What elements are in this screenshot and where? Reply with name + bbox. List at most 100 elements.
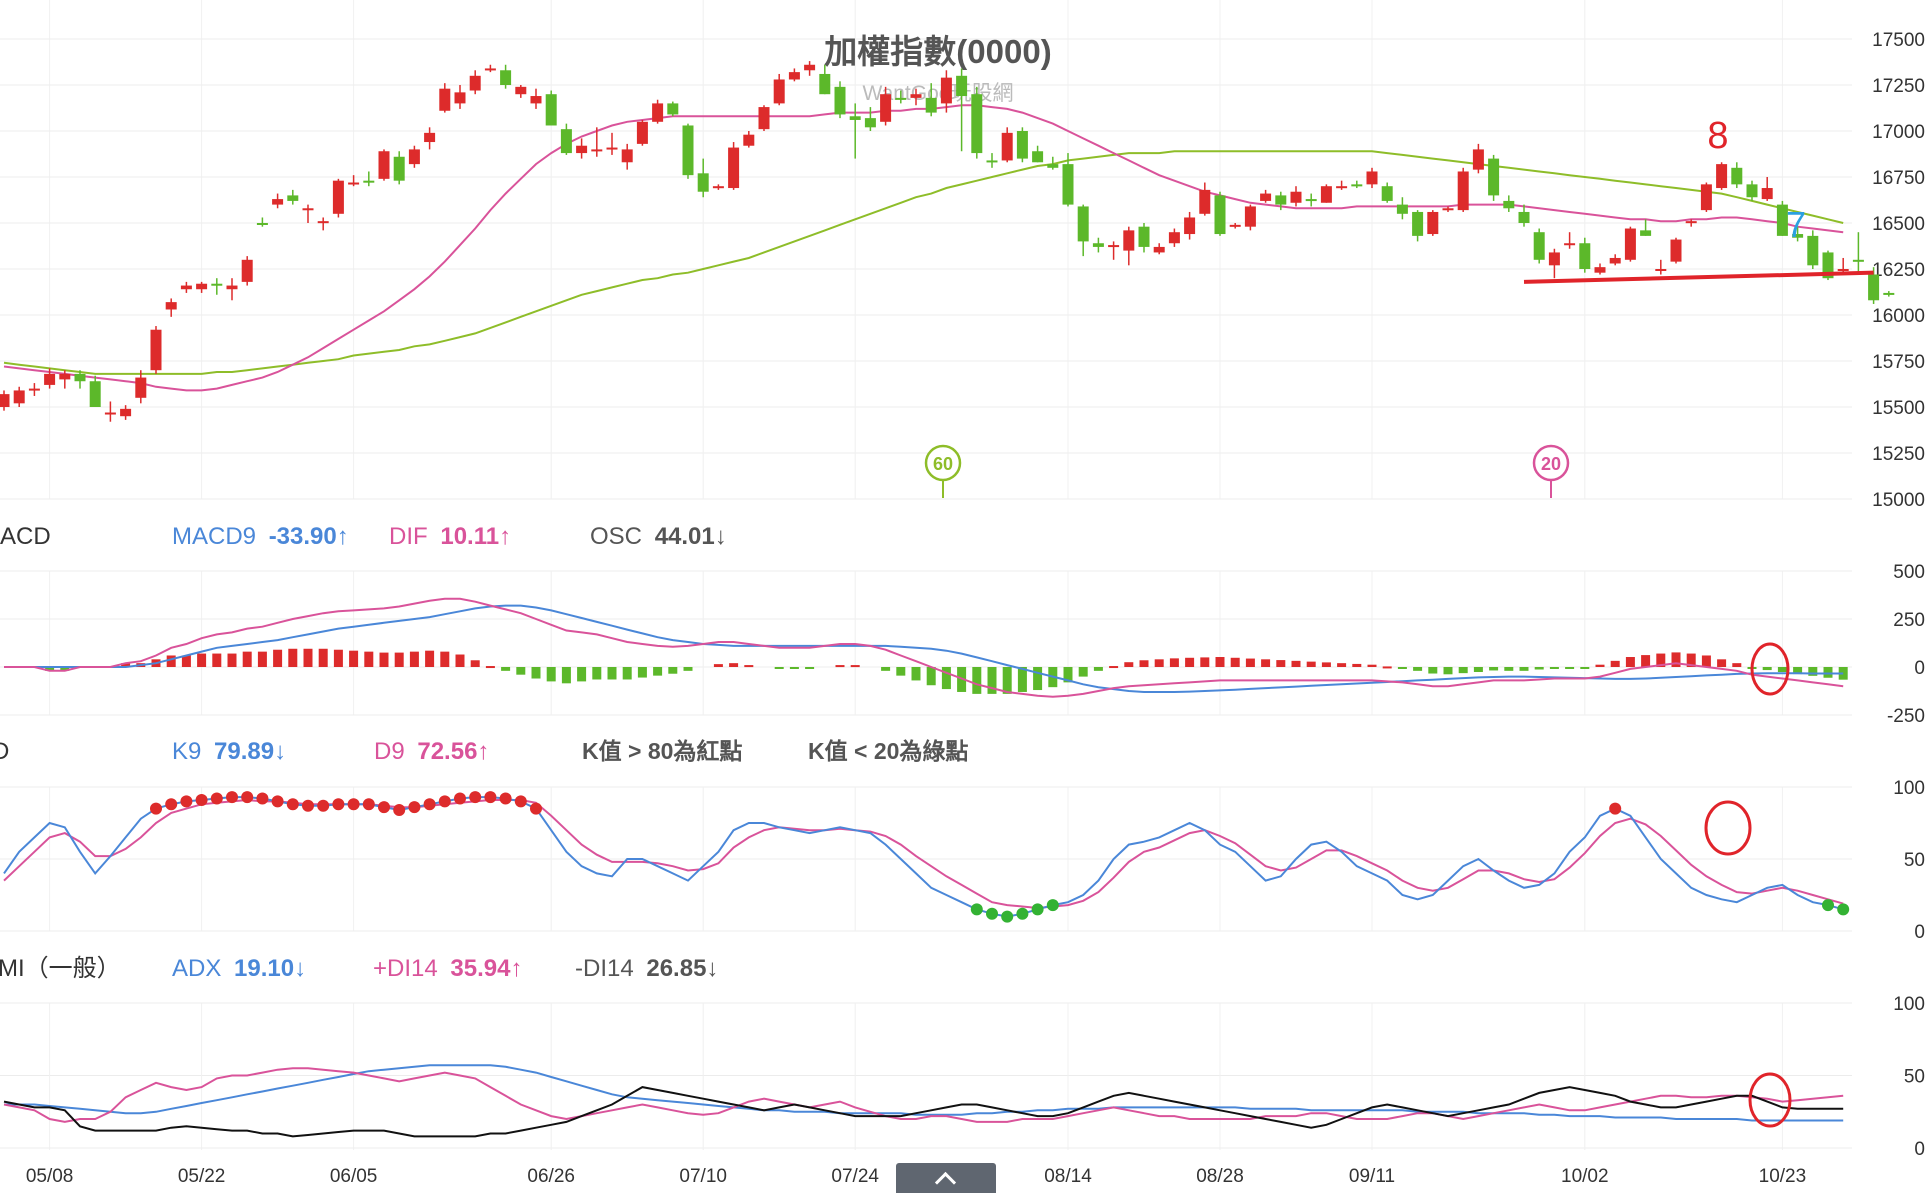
- osc-bar: [744, 665, 754, 668]
- candle: [89, 375, 101, 407]
- candle: [1548, 248, 1560, 279]
- candle: [1503, 195, 1515, 212]
- osc-label: OSC: [590, 523, 642, 550]
- y-tick-label: 17250: [1872, 76, 1925, 97]
- candle: [13, 386, 25, 407]
- osc-bar: [729, 663, 739, 667]
- candle: [697, 158, 709, 198]
- y-tick-label: 16000: [1872, 306, 1925, 327]
- osc-bar: [1109, 666, 1119, 669]
- candle: [302, 204, 314, 223]
- k-over-80-dot: [271, 795, 284, 808]
- macd-indicator-name: ACD: [0, 523, 51, 550]
- y-tick-label: 0: [1914, 922, 1925, 943]
- osc-bar: [516, 667, 526, 675]
- candle: [1396, 197, 1408, 220]
- candle: [211, 278, 223, 295]
- candle: [530, 88, 542, 109]
- osc-bar: [181, 655, 191, 667]
- k-over-80-dot: [514, 795, 527, 808]
- candle: [1381, 182, 1393, 203]
- candle: [317, 217, 329, 231]
- osc-bar: [835, 665, 845, 668]
- y-tick-label: 15250: [1872, 444, 1925, 465]
- x-tick-label: 08/28: [1196, 1166, 1244, 1187]
- candle: [226, 278, 238, 301]
- candle: [104, 401, 116, 422]
- osc-bar: [425, 650, 435, 667]
- osc-bar: [212, 653, 222, 667]
- osc-bar: [121, 663, 131, 667]
- candle: [500, 64, 512, 89]
- k-under-20-dot: [1046, 899, 1059, 912]
- osc-bar: [805, 667, 815, 669]
- k-under-20-dot: [1822, 899, 1834, 912]
- x-tick-label: 05/08: [26, 1166, 74, 1187]
- ma20-tag: 20: [1532, 444, 1570, 498]
- candle: [1716, 162, 1728, 190]
- candle: [880, 86, 892, 126]
- candle: [1640, 219, 1652, 236]
- candle: [28, 383, 40, 396]
- osc-bar: [881, 667, 891, 671]
- candle: [1746, 180, 1758, 201]
- osc-bar: [1321, 662, 1331, 667]
- candle: [1564, 232, 1576, 249]
- osc-bar: [1276, 660, 1286, 667]
- candle: [241, 256, 253, 286]
- candle: [1776, 200, 1788, 236]
- d9-value: 72.56↑: [417, 738, 489, 765]
- y-tick-label: 500: [1893, 562, 1925, 583]
- candle: [1062, 153, 1074, 207]
- candle: [834, 81, 846, 119]
- macd9-line: [4, 604, 1844, 693]
- candle: [272, 193, 284, 209]
- candle: [1305, 193, 1317, 207]
- candle: [560, 123, 572, 155]
- y-tick-label: 50: [1904, 850, 1925, 871]
- kd-note-low: K值 < 20為綠點: [808, 738, 968, 764]
- osc-bar: [1261, 659, 1271, 667]
- osc-bar: [1534, 667, 1544, 670]
- macd-circle-annotation: [1750, 642, 1790, 696]
- osc-bar: [394, 652, 404, 667]
- candle: [1533, 228, 1545, 264]
- candle: [1032, 145, 1044, 163]
- candle: [44, 368, 56, 389]
- x-tick-label: 06/26: [527, 1166, 575, 1187]
- k9-label: K9: [172, 738, 201, 765]
- candle: [1807, 230, 1819, 269]
- k-over-80-dot: [150, 802, 162, 815]
- candle: [925, 83, 937, 117]
- candle: [910, 88, 922, 106]
- adx-value: 19.10↓: [234, 955, 306, 982]
- candle: [363, 171, 375, 187]
- candle: [408, 145, 420, 168]
- osc-bar: [1519, 667, 1529, 671]
- osc-bar: [1033, 667, 1043, 691]
- candle: [150, 326, 162, 374]
- candle: [0, 390, 10, 411]
- chart-title: 加權指數(0000): [824, 33, 1051, 70]
- osc-bar: [455, 654, 465, 667]
- candle: [1731, 162, 1743, 189]
- collapse-panel-button[interactable]: [896, 1163, 996, 1193]
- wave-label-8: 8: [1707, 115, 1728, 157]
- adx-line: [4, 1064, 1844, 1122]
- osc-bar: [1428, 667, 1438, 674]
- y-tick-label: 15500: [1872, 398, 1925, 419]
- osc-bar: [607, 667, 617, 680]
- osc-bar: [364, 651, 374, 667]
- candle: [895, 90, 907, 104]
- candle: [348, 175, 360, 187]
- osc-bar: [1793, 667, 1803, 675]
- osc-bar: [1245, 658, 1255, 667]
- ma60-line: [3, 150, 1844, 375]
- candle: [849, 103, 861, 159]
- osc-bar: [1458, 667, 1468, 674]
- osc-bar: [1473, 667, 1483, 672]
- adx-label: ADX: [172, 955, 221, 982]
- k-over-80-dot: [1609, 802, 1622, 815]
- osc-readout: OSC 44.01↓: [590, 523, 727, 550]
- candle: [1290, 186, 1302, 207]
